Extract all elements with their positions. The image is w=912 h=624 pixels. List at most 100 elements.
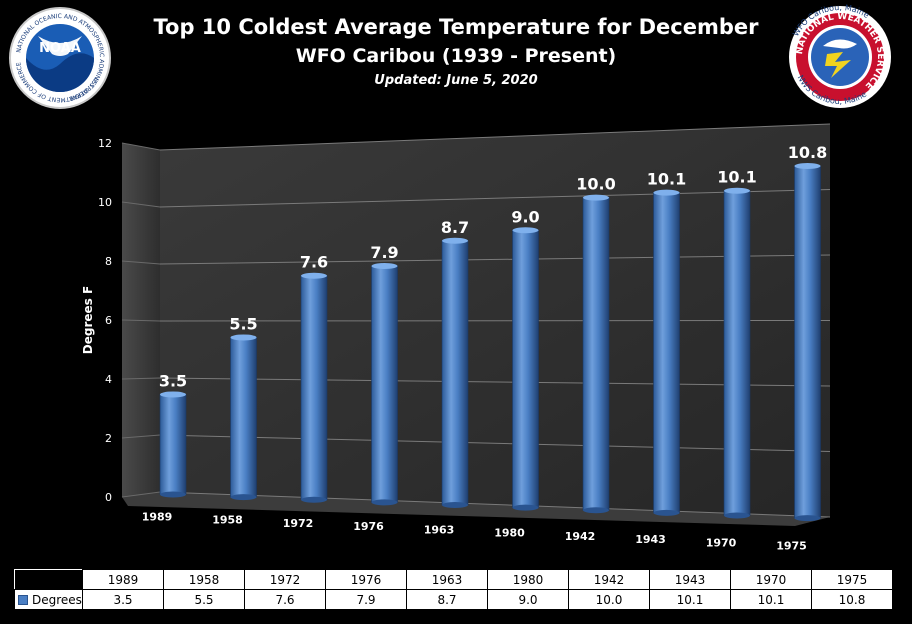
bar (159, 394, 187, 495)
table-value-cell: 3.5 (82, 589, 164, 610)
y-gridline-side (121, 377, 161, 380)
bar (300, 275, 328, 501)
bar (512, 229, 539, 508)
bar (582, 197, 610, 511)
bar-top (794, 163, 821, 170)
bar-base (653, 509, 680, 516)
y-axis-label: Degrees F (81, 286, 95, 354)
bar-top (724, 187, 750, 194)
y-tick-label: 4 (105, 373, 112, 386)
bar-base (371, 499, 398, 506)
bar-top (512, 227, 539, 234)
data-label: 10.8 (788, 143, 827, 162)
x-tick-label: 1943 (635, 533, 666, 546)
table-header-cell: 1975 (811, 569, 893, 590)
bar (794, 165, 821, 519)
bar (230, 337, 257, 498)
legend-label: Degrees (32, 592, 82, 607)
bar-top (301, 272, 327, 279)
y-tick-label: 2 (105, 432, 112, 445)
y-gridline (159, 377, 831, 387)
y-gridline (159, 491, 831, 518)
chart-floor (122, 492, 830, 526)
data-label: 3.5 (159, 371, 187, 390)
x-tick-label: 1976 (353, 520, 384, 533)
bar (371, 265, 398, 503)
data-table-value-row: Degrees 3.5 5.5 7.6 7.9 8.7 9.0 10.0 10.… (14, 589, 893, 610)
table-header-cell: 1963 (406, 569, 488, 590)
table-header-cell: 1970 (730, 569, 812, 590)
bar-base (301, 496, 327, 503)
table-value-cell: 10.8 (811, 589, 893, 610)
y-gridline (159, 320, 831, 322)
data-label: 7.9 (370, 243, 398, 262)
plot-area: 0 2 4 6 8 10 12 Degrees F 3.5 1989 5.5 1958 7.6 1972 7… (81, 123, 831, 553)
bar-base (583, 507, 609, 514)
table-value-cell: 8.7 (406, 589, 488, 610)
table-value-cell: 7.6 (244, 589, 326, 610)
bar-top (583, 194, 609, 201)
y-gridline (159, 123, 831, 151)
table-header-cell: 1942 (568, 569, 650, 590)
table-header-cell: 1980 (487, 569, 569, 590)
updated-date: Updated: June 5, 2020 (374, 73, 538, 88)
bar (723, 190, 751, 516)
chart-subtitle: WFO Caribou (1939 - Present) (295, 45, 617, 67)
data-label: 7.6 (300, 253, 328, 272)
table-value-cell: 9.0 (487, 589, 569, 610)
bar-top (653, 189, 680, 196)
y-gridline-side (121, 491, 161, 498)
bar-top (230, 334, 257, 341)
bar-top (160, 391, 186, 398)
data-label: 10.1 (647, 170, 686, 189)
x-tick-label: 1980 (494, 527, 525, 540)
x-tick-label: 1958 (212, 514, 243, 527)
y-tick-label: 10 (98, 196, 112, 209)
x-tick-label: 1970 (706, 536, 737, 549)
y-tick-label: 0 (105, 491, 112, 504)
bar-base (794, 515, 821, 522)
table-header-cell: 1972 (244, 569, 326, 590)
legend-key-icon (18, 595, 28, 605)
table-value-cell: 10.0 (568, 589, 650, 610)
y-tick-label: 6 (105, 314, 112, 327)
x-tick-label: 1942 (565, 530, 596, 543)
bar-base (512, 504, 539, 511)
y-gridline-side (121, 319, 161, 322)
x-tick-label: 1975 (776, 540, 807, 553)
data-label: 5.5 (229, 314, 257, 333)
noaa-logo: NOAA NATIONAL OCEANIC AND ATMOSPHERIC AD… (9, 7, 111, 109)
data-label: 9.0 (511, 207, 539, 226)
noaa-logo-text: NOAA (39, 41, 81, 56)
data-table-corner (14, 569, 83, 590)
y-gridline-side (121, 434, 161, 439)
table-value-cell: 10.1 (730, 589, 812, 610)
bar-top (442, 237, 468, 244)
data-table-header-row: 1989 1958 1972 1976 1963 1980 1942 1943 … (14, 569, 893, 590)
data-label: 10.0 (576, 175, 615, 194)
y-gridline-side (121, 142, 161, 151)
nws-logo: WFO Caribou, Maine NATIONAL WEATHER SERV… (789, 4, 891, 108)
y-gridline-side (121, 201, 161, 208)
y-gridline (159, 254, 831, 265)
bar-base (160, 491, 186, 498)
x-tick-label: 1963 (424, 523, 455, 536)
table-header-cell: 1958 (163, 569, 245, 590)
table-header-cell: 1943 (649, 569, 731, 590)
bar (441, 240, 469, 506)
data-table: 1989 1958 1972 1976 1963 1980 1942 1943 … (14, 569, 893, 610)
bar-base (230, 494, 257, 501)
title-block: Top 10 Coldest Average Temperature for D… (150, 12, 762, 92)
x-tick-label: 1972 (283, 517, 314, 530)
bar-base (724, 512, 750, 519)
data-label: 8.7 (441, 218, 469, 237)
chart-title: Top 10 Coldest Average Temperature for D… (153, 15, 759, 39)
y-gridline (159, 189, 831, 208)
y-gridline-side (121, 260, 161, 265)
table-value-cell: 10.1 (649, 589, 731, 610)
y-gridline (159, 434, 831, 452)
bar (653, 192, 680, 514)
bar-base (442, 502, 468, 509)
table-value-cell: 5.5 (163, 589, 245, 610)
